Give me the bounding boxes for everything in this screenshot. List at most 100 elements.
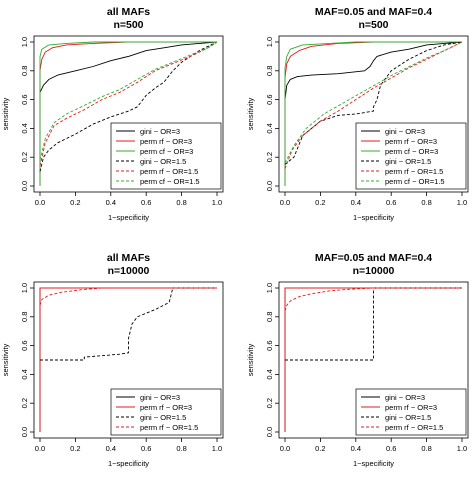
panel-subtitle: n=500 [113,19,143,31]
y-tick-label: 0.0 [265,181,274,191]
y-tick-label: 0.4 [20,369,29,379]
legend-label: perm rf − OR=3 [385,403,437,412]
y-axis-label: sensitivity [246,343,255,376]
x-tick-label: 1.0 [457,444,467,453]
x-tick-label: 0.2 [70,444,80,453]
roc-panel: MAF=0.05 and MAF=0.4n=500 0.0 0.2 0.4 0.6 0.8… [246,6,469,222]
x-tick-label: 0.8 [176,444,186,453]
x-tick-label: 0.0 [35,198,45,207]
legend-label: perm rf − OR=1.5 [385,423,443,432]
panel-subtitle: n=10000 [353,265,395,277]
legend-label: gini − OR=3 [385,393,425,402]
y-tick-label: 0.2 [265,152,274,162]
x-tick-label: 0.8 [421,444,431,453]
legend-label: gini − OR=3 [140,393,180,402]
x-axis-label: 1−specificity [108,459,149,468]
legend-label: perm cf − OR=1.5 [385,177,445,186]
x-axis-label: 1−specificity [353,213,394,222]
x-tick-label: 1.0 [212,198,222,207]
legend-box [110,122,222,190]
roc-curve-1 [284,41,463,186]
roc-curve-3 [285,287,462,361]
y-tick-label: 0.6 [20,340,29,350]
panel-title: MAF=0.05 and MAF=0.4 [315,6,432,18]
legend-label: gini − OR=3 [385,127,425,136]
roc-curve-3 [40,287,217,361]
panel-title: all MAFs [107,6,150,18]
roc-curve-5 [39,41,218,166]
roc-curve-4 [284,287,462,312]
legend-label: perm cf − OR=3 [385,147,438,156]
x-tick-label: 0.4 [106,444,116,453]
x-tick-label: 0.8 [421,198,431,207]
roc-curve-3 [284,41,462,186]
y-tick-label: 0.2 [20,152,29,162]
y-tick-label: 0.8 [20,66,29,76]
roc-curve-6 [39,41,218,161]
legend-box [355,122,467,190]
y-tick-label: 0.6 [265,94,274,104]
x-tick-label: 0.2 [315,444,325,453]
legend-label: perm rf − OR=1.5 [140,167,198,176]
x-tick-label: 0.6 [386,444,396,453]
x-tick-label: 0.6 [386,198,396,207]
y-tick-label: 1.0 [265,283,274,293]
x-tick-label: 0.0 [280,444,290,453]
y-axis-label: sensitivity [1,343,10,376]
y-tick-label: 1.0 [20,37,29,47]
x-tick-label: 0.0 [35,444,45,453]
y-tick-label: 0.4 [265,123,274,133]
y-tick-label: 0.6 [20,94,29,104]
x-tick-label: 0.4 [351,198,361,207]
y-tick-label: 0.0 [265,427,274,437]
plot-frame [33,281,224,439]
y-tick-label: 0.2 [20,398,29,408]
legend-label: perm rf − OR=3 [140,403,192,412]
y-tick-label: 0.6 [265,340,274,350]
roc-curve-1 [39,41,218,186]
legend-label: perm rf − OR=1.5 [140,423,198,432]
legend-label: gini − OR=1.5 [385,413,431,422]
legend-label: gini − OR=1.5 [140,157,186,166]
y-tick-label: 0.8 [20,312,29,322]
roc-curve-5 [284,41,463,169]
roc-curve-2 [39,41,217,186]
y-tick-label: 0.2 [265,398,274,408]
y-tick-label: 0.8 [265,66,274,76]
roc-curve-4 [39,287,217,306]
panel-title: MAF=0.05 and MAF=0.4 [315,252,432,264]
plot-frame [278,35,469,193]
x-tick-label: 0.2 [70,198,80,207]
y-tick-label: 0.0 [20,181,29,191]
roc-curve-2 [284,41,462,186]
y-tick-label: 0.8 [265,312,274,322]
y-tick-label: 0.4 [20,123,29,133]
x-tick-label: 0.2 [315,198,325,207]
roc-panel: MAF=0.05 and MAF=0.4n=10000 0.0 0.2 0.4 0.6 0… [246,252,469,468]
legend-label: perm cf − OR=1.5 [140,177,200,186]
x-tick-label: 0.6 [141,444,151,453]
plot-frame [33,35,224,193]
legend-label: perm cf − OR=3 [140,147,193,156]
x-tick-label: 0.4 [106,198,116,207]
panel-subtitle: n=500 [358,19,388,31]
roc-curve-4 [284,41,463,165]
y-tick-label: 1.0 [265,37,274,47]
legend-label: perm rf − OR=3 [385,137,437,146]
x-tick-label: 0.4 [351,444,361,453]
y-tick-label: 0.4 [265,369,274,379]
legend-label: gini − OR=3 [140,127,180,136]
y-axis-label: sensitivity [1,97,10,130]
y-axis-label: sensitivity [246,97,255,130]
legend-label: gini − OR=1.5 [385,157,431,166]
x-tick-label: 1.0 [212,444,222,453]
legend-label: perm rf − OR=1.5 [385,167,443,176]
y-tick-label: 1.0 [20,283,29,293]
x-tick-label: 0.6 [141,198,151,207]
